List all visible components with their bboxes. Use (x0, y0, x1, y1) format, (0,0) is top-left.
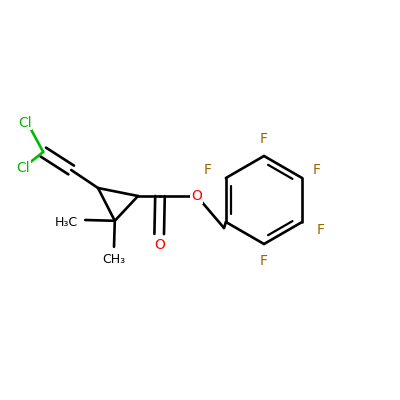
Text: Cl: Cl (16, 161, 30, 175)
Text: F: F (313, 163, 321, 177)
Text: Cl: Cl (18, 116, 32, 130)
Text: H₃C: H₃C (55, 216, 78, 228)
Text: F: F (260, 254, 268, 268)
Text: O: O (191, 189, 202, 203)
Text: F: F (317, 223, 325, 238)
Text: F: F (260, 132, 268, 146)
Text: CH₃: CH₃ (102, 253, 126, 266)
Text: O: O (154, 238, 165, 252)
Text: F: F (203, 163, 211, 177)
